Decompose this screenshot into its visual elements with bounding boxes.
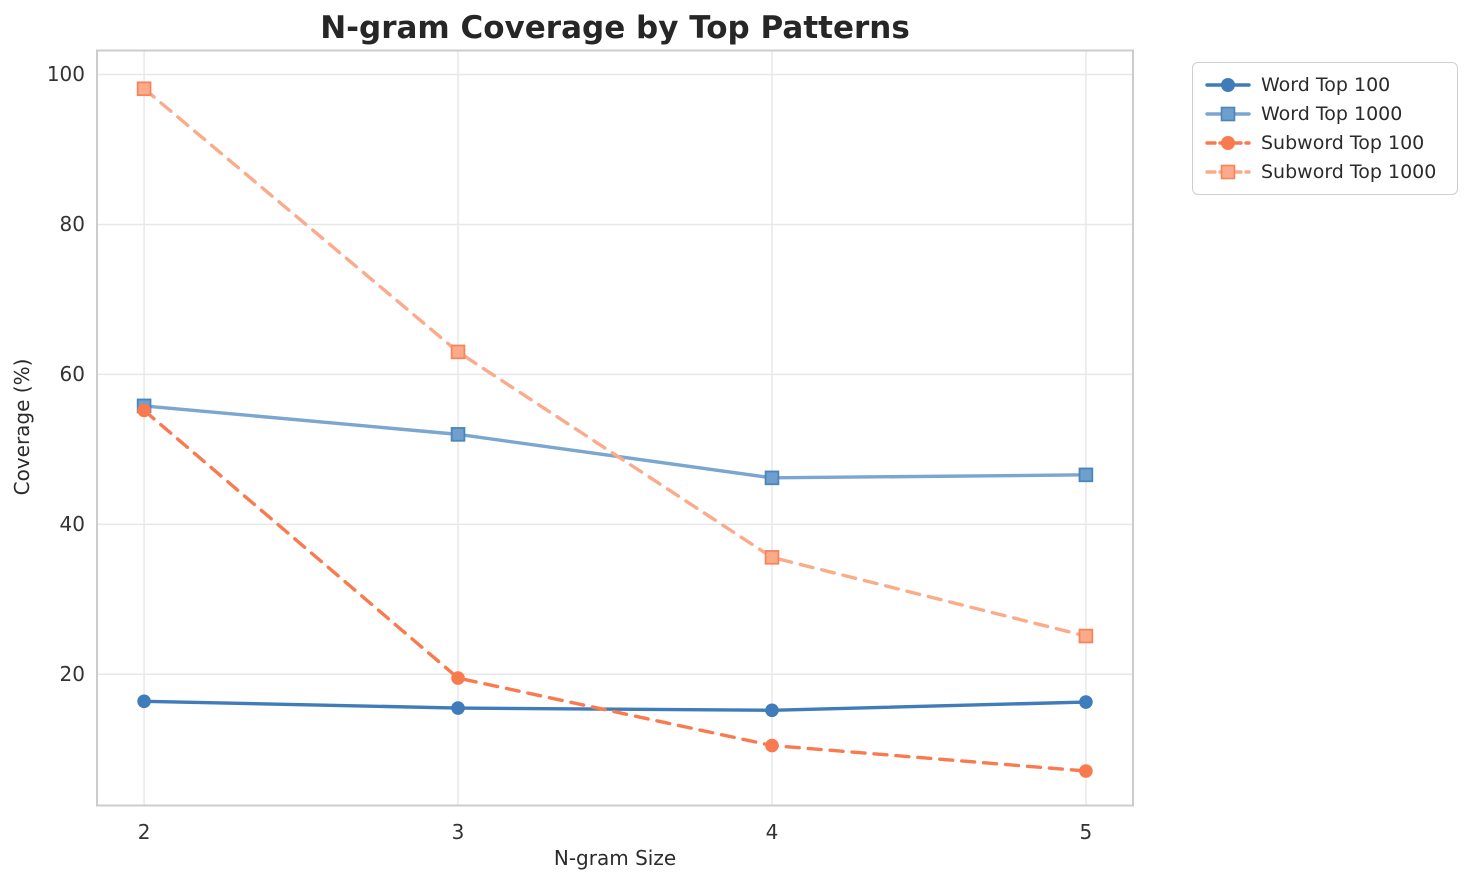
legend-swatch-icon (1205, 106, 1251, 122)
x-tick-label: 3 (451, 820, 465, 844)
legend-label: Word Top 1000 (1261, 103, 1403, 125)
legend-label: Subword Top 100 (1261, 132, 1425, 154)
legend-label: Subword Top 1000 (1261, 161, 1437, 183)
legend: Word Top 100 Word Top 1000 Subword Top 100… (1192, 62, 1458, 195)
x-tick-label: 2 (137, 820, 151, 844)
y-tick-label: 60 (59, 362, 85, 387)
legend-swatch-icon (1205, 164, 1251, 180)
legend-swatch-icon (1205, 136, 1251, 150)
legend-item: Word Top 100 (1205, 74, 1441, 96)
chart-title: N-gram Coverage by Top Patterns (320, 10, 910, 46)
x-axis-title: N-gram Size (553, 846, 677, 870)
y-tick-label: 40 (59, 512, 85, 537)
x-tick-label: 4 (765, 820, 779, 844)
legend-swatch-icon (1205, 78, 1251, 92)
y-tick-label: 100 (46, 62, 85, 87)
y-tick-label: 20 (59, 662, 85, 687)
legend-item: Subword Top 100 (1205, 132, 1441, 154)
x-tick-label: 5 (1079, 820, 1093, 844)
y-tick-label: 80 (59, 212, 85, 237)
legend-item: Word Top 1000 (1205, 103, 1441, 125)
legend-label: Word Top 100 (1261, 74, 1391, 96)
legend-item: Subword Top 1000 (1205, 161, 1441, 183)
